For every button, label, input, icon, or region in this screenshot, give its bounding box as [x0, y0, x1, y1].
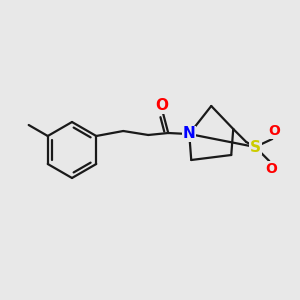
Text: O: O	[268, 124, 280, 138]
Text: N: N	[183, 127, 196, 142]
Text: O: O	[156, 98, 169, 113]
Text: S: S	[250, 140, 261, 154]
Text: O: O	[265, 162, 277, 176]
